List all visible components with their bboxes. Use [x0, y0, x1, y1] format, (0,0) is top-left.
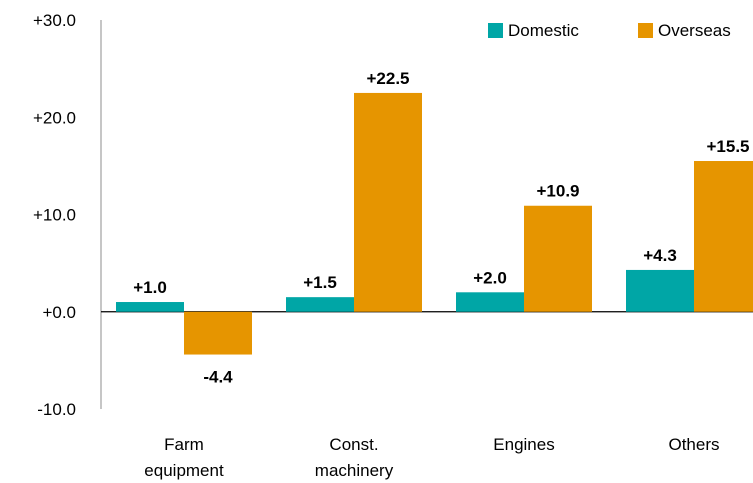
bar-domestic	[456, 292, 524, 312]
bar-overseas	[184, 311, 252, 355]
x-category-label-line: Engines	[493, 435, 554, 454]
x-category-label-line: Farm	[164, 435, 204, 454]
data-label: +4.3	[643, 246, 677, 265]
x-axis-categories: Farm equipment Const. machinery Engines Other…	[144, 435, 719, 480]
data-label: -4.4	[203, 368, 233, 387]
data-label: +2.0	[473, 268, 507, 287]
bar-overseas	[694, 161, 753, 312]
data-labels: +1.0 +1.5 +2.0 +4.3 -4.4 +22.5 +10.9 +15.5	[133, 69, 749, 387]
x-category-label-line: equipment	[144, 461, 224, 480]
bar-domestic	[116, 302, 184, 312]
y-axis-ticks: -10.0 +0.0 +10.0 +20.0 +30.0	[33, 11, 76, 419]
data-label: +10.9	[536, 182, 579, 201]
bar-overseas	[354, 92, 422, 312]
bar-domestic	[286, 297, 354, 312]
y-tick-label: +0.0	[42, 303, 76, 322]
data-label: +1.0	[133, 278, 167, 297]
y-tick-label: -10.0	[37, 400, 76, 419]
x-category-label: Engines	[493, 435, 554, 454]
data-label: +1.5	[303, 273, 337, 292]
x-category-label-line: machinery	[315, 461, 394, 480]
legend-label-overseas: Overseas	[658, 21, 731, 40]
bar-overseas	[524, 205, 592, 312]
legend-swatch-overseas	[638, 23, 653, 38]
y-tick-label: +30.0	[33, 11, 76, 30]
x-category-label: Farm equipment	[144, 435, 224, 480]
x-category-label-line: Others	[668, 435, 719, 454]
legend: Domestic Overseas	[488, 21, 731, 40]
bars	[116, 92, 753, 355]
legend-swatch-domestic	[488, 23, 503, 38]
bar-domestic	[626, 269, 694, 312]
x-category-label: Const. machinery	[315, 435, 394, 480]
data-label: +15.5	[706, 137, 749, 156]
y-tick-label: +10.0	[33, 206, 76, 225]
legend-label-domestic: Domestic	[508, 21, 579, 40]
data-label: +22.5	[366, 69, 409, 88]
x-category-label: Others	[668, 435, 719, 454]
x-category-label-line: Const.	[329, 435, 378, 454]
y-tick-label: +20.0	[33, 108, 76, 127]
